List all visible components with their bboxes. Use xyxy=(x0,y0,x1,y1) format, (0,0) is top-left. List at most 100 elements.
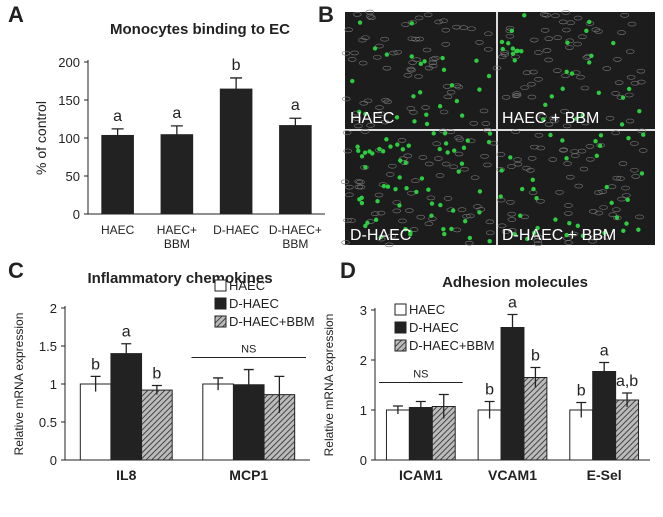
cell xyxy=(613,57,622,62)
cell-dot xyxy=(621,228,626,233)
significance-label: b xyxy=(577,383,586,400)
cell-dot xyxy=(363,111,368,117)
cell xyxy=(441,27,451,33)
cell-dot xyxy=(564,232,569,238)
cell xyxy=(347,218,356,223)
cell-dot xyxy=(414,189,419,195)
cell-dot xyxy=(412,119,417,124)
legend-label: HAEC xyxy=(229,278,265,293)
cell-dot xyxy=(400,147,406,152)
cell xyxy=(382,65,392,71)
cell xyxy=(483,162,492,168)
cell xyxy=(398,218,407,224)
significance-label: a xyxy=(172,105,181,122)
y-tick-label: 0 xyxy=(50,453,57,468)
cell xyxy=(409,110,418,115)
cell-dot xyxy=(486,73,492,79)
cell-dot xyxy=(525,236,530,242)
cell xyxy=(626,75,636,80)
cell xyxy=(529,69,538,75)
error-bar xyxy=(599,361,610,381)
cell-dot xyxy=(510,51,516,56)
cell xyxy=(625,49,635,54)
cell xyxy=(561,10,571,15)
cell xyxy=(565,45,574,50)
cell xyxy=(381,97,390,103)
cell xyxy=(542,48,552,53)
cell-dot xyxy=(438,202,443,208)
cell-dot xyxy=(365,220,370,226)
cell xyxy=(475,40,484,45)
legend-label: D-HAEC+BBM xyxy=(229,314,315,329)
cell xyxy=(359,100,369,106)
cell-dot xyxy=(535,225,540,231)
y-tick-label: 200 xyxy=(58,55,80,70)
cell xyxy=(421,105,430,110)
cell xyxy=(352,12,362,17)
cell-dot xyxy=(474,58,479,63)
cell-dot xyxy=(609,200,614,206)
cell xyxy=(564,211,573,216)
cell xyxy=(481,121,491,126)
y-tick-label: 2 xyxy=(50,301,57,316)
cell xyxy=(565,38,575,44)
cell xyxy=(536,198,545,204)
cell xyxy=(429,56,438,62)
cell-dot xyxy=(350,78,355,84)
cell xyxy=(544,57,553,63)
cell xyxy=(389,50,398,56)
cell xyxy=(341,96,351,102)
cell xyxy=(501,94,511,100)
error-bar xyxy=(484,400,495,419)
cell xyxy=(457,207,467,212)
cell xyxy=(393,49,403,55)
error-bar xyxy=(170,125,183,143)
cell xyxy=(454,84,464,90)
cell xyxy=(551,13,560,18)
group-note: NS xyxy=(413,369,428,381)
cell-dot xyxy=(394,115,400,120)
cell-dot xyxy=(487,131,493,136)
cell xyxy=(561,73,570,78)
cell xyxy=(412,57,422,62)
panel-letter: C xyxy=(8,258,24,283)
cell-dot xyxy=(378,234,384,240)
significance-label: a xyxy=(291,97,300,114)
cell xyxy=(505,33,515,39)
cell-dot xyxy=(404,185,409,191)
cell xyxy=(376,210,386,216)
cell xyxy=(637,128,647,134)
cell-dot xyxy=(477,87,482,92)
cell xyxy=(614,80,624,85)
cell-dot xyxy=(620,95,626,100)
cell-dot xyxy=(487,239,492,244)
cell-dot xyxy=(417,90,423,95)
cell xyxy=(388,163,397,169)
cell xyxy=(358,37,367,43)
cell xyxy=(358,60,368,66)
significance-label: b xyxy=(485,382,494,399)
cell xyxy=(424,221,434,227)
cell xyxy=(522,165,531,171)
cell xyxy=(616,176,625,181)
x-tick-label: E-Sel xyxy=(587,467,622,483)
cell-dot xyxy=(426,187,431,192)
y-axis-label: % of control xyxy=(33,101,49,175)
bar xyxy=(110,353,143,461)
cell xyxy=(539,12,549,17)
cell xyxy=(385,172,395,177)
cell xyxy=(548,157,558,162)
cell xyxy=(559,148,568,153)
cell xyxy=(380,119,390,125)
error-bar xyxy=(213,377,224,391)
bar xyxy=(523,377,548,461)
bar xyxy=(79,383,112,461)
legend-swatch xyxy=(394,339,407,352)
cell xyxy=(527,94,537,100)
cell-dot xyxy=(512,58,517,63)
cell xyxy=(559,147,569,153)
y-tick-label: 100 xyxy=(58,131,80,146)
cell xyxy=(414,74,423,79)
cell xyxy=(414,15,424,21)
cell xyxy=(511,93,521,99)
